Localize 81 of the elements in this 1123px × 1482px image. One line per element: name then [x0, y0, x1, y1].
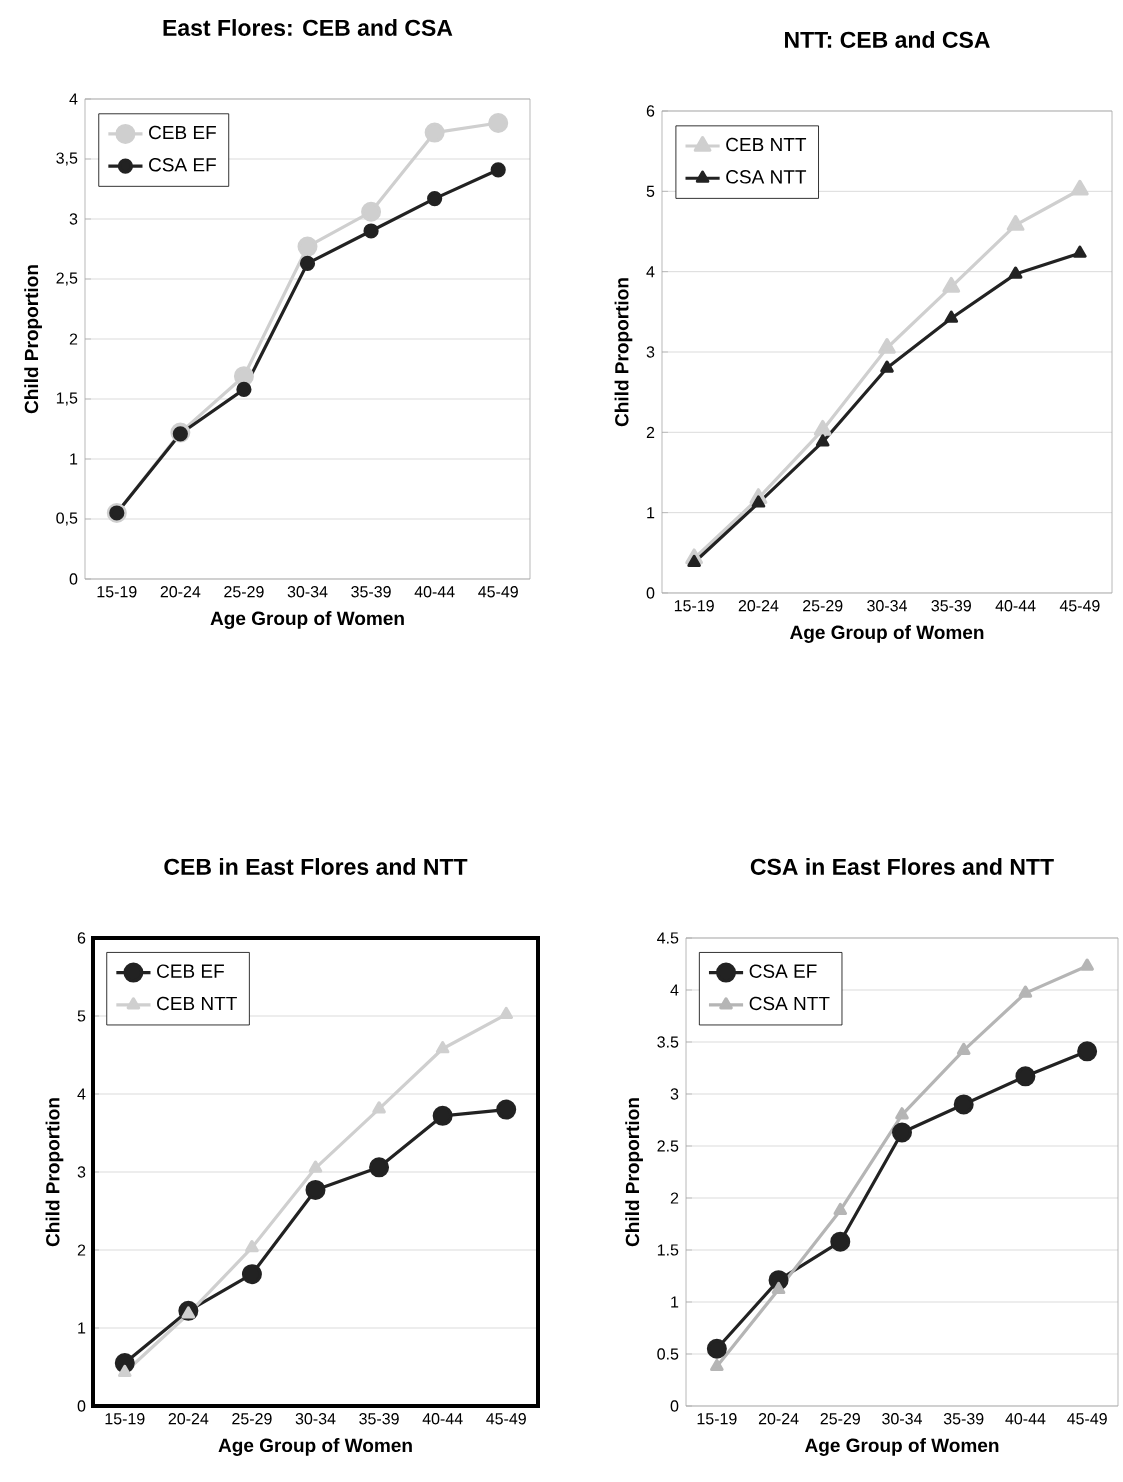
y-tick-label: 3 — [670, 1088, 679, 1100]
y-tick-label: 6 — [77, 932, 86, 944]
x-tick-label: 15-19 — [697, 1413, 737, 1425]
x-tick-label: 45-49 — [478, 586, 518, 598]
x-tick-label: 30-34 — [867, 600, 907, 612]
x-tick-label: 30-34 — [882, 1413, 922, 1425]
y-tick-label: 0.5 — [657, 1348, 679, 1360]
x-tick-label: 30-34 — [295, 1413, 336, 1425]
y-tick-label: 5 — [77, 1010, 86, 1022]
x-axis-title: Age Group of Women — [805, 1438, 999, 1456]
y-axis-title: Child Proportion — [625, 1098, 643, 1247]
y-tick-label: 3 — [646, 346, 655, 358]
legend-label: CSA EF — [749, 964, 817, 978]
y-tick-label: 0 — [646, 587, 655, 599]
y-tick-label: 1.5 — [657, 1244, 679, 1256]
x-tick-label: 20-24 — [160, 586, 201, 598]
y-tick-label: 1 — [671, 1296, 679, 1308]
y-axis-title: Child Proportion — [24, 265, 42, 414]
x-tick-label: 30-34 — [287, 586, 328, 598]
legend-label: CEB NTT — [157, 996, 237, 1011]
x-tick-label: 20-24 — [758, 1413, 799, 1425]
x-tick-label: 40-44 — [995, 600, 1036, 612]
y-tick-label: 2 — [69, 333, 78, 345]
y-tick-label: 6 — [646, 105, 655, 117]
y-tick-label: 3 — [69, 213, 78, 225]
x-tick-label: 35-39 — [931, 600, 971, 612]
x-tick-label: 40-44 — [422, 1413, 463, 1425]
x-tick-label: 45-49 — [486, 1413, 526, 1425]
legend-label: CEB EF — [157, 964, 224, 978]
legend-label: CEB NTT — [726, 137, 807, 152]
y-tick-label: 1 — [70, 453, 78, 465]
legend-label: CEB EF — [149, 125, 216, 140]
x-tick-label: 20-24 — [738, 600, 779, 612]
y-tick-label: 0 — [77, 1400, 86, 1412]
y-tick-label: 2,5 — [56, 272, 78, 286]
x-tick-label: 15-19 — [674, 600, 714, 612]
x-tick-label: 15-19 — [97, 586, 137, 598]
x-tick-label: 35-39 — [351, 586, 391, 598]
legend-label: CSA EF — [149, 158, 216, 172]
y-axis-title: Child Proportion — [614, 278, 633, 427]
x-tick-label: 40-44 — [1005, 1413, 1046, 1425]
y-axis-title: Child Proportion — [45, 1098, 64, 1247]
legend-label: CSA NTT — [726, 170, 807, 184]
x-axis-title: Age Group of Women — [790, 625, 984, 643]
y-tick-label: 0,5 — [56, 512, 78, 526]
chart-title: CEB in East Flores and NTT — [164, 858, 468, 875]
chart-title: NTT: CEB and CSA — [785, 31, 990, 48]
y-tick-label: 4.5 — [657, 932, 679, 944]
x-axis-title: Age Group of Women — [218, 1438, 412, 1456]
x-tick-label: 25-29 — [820, 1413, 860, 1425]
y-tick-label: 2 — [646, 426, 655, 438]
chart-title: CSA in East Flores and NTT — [750, 858, 1054, 875]
x-tick-label: 25-29 — [803, 600, 843, 612]
chart-title: East Flores: CEB and CSA — [163, 19, 453, 36]
x-tick-label: 40-44 — [414, 586, 455, 598]
x-tick-label: 15-19 — [105, 1413, 145, 1425]
y-tick-label: 5 — [646, 185, 655, 197]
x-tick-label: 45-49 — [1059, 600, 1100, 612]
y-tick-label: 3.5 — [657, 1036, 679, 1048]
y-tick-label: 3,5 — [56, 152, 78, 166]
x-tick-label: 25-29 — [232, 1413, 272, 1425]
legend-label: CSA NTT — [749, 996, 830, 1011]
y-tick-label: 0 — [69, 573, 78, 585]
y-tick-label: 2 — [77, 1244, 86, 1256]
x-tick-label: 20-24 — [168, 1413, 209, 1425]
x-tick-label: 35-39 — [943, 1413, 984, 1425]
y-tick-label: 2 — [670, 1192, 679, 1204]
y-tick-label: 4 — [646, 266, 655, 278]
y-tick-label: 1,5 — [56, 392, 78, 406]
y-tick-label: 2.5 — [657, 1140, 679, 1152]
y-tick-label: 4 — [69, 93, 78, 105]
y-tick-label: 0 — [670, 1400, 679, 1412]
y-tick-label: 3 — [77, 1166, 86, 1178]
y-tick-label: 1 — [78, 1322, 86, 1334]
y-tick-label: 4 — [77, 1088, 86, 1100]
x-tick-label: 45-49 — [1067, 1413, 1107, 1425]
x-tick-label: 35-39 — [359, 1413, 399, 1425]
x-axis-title: Age Group of Women — [210, 611, 404, 629]
y-tick-label: 1 — [647, 507, 655, 519]
x-tick-label: 25-29 — [224, 586, 264, 598]
y-tick-label: 4 — [670, 984, 679, 996]
